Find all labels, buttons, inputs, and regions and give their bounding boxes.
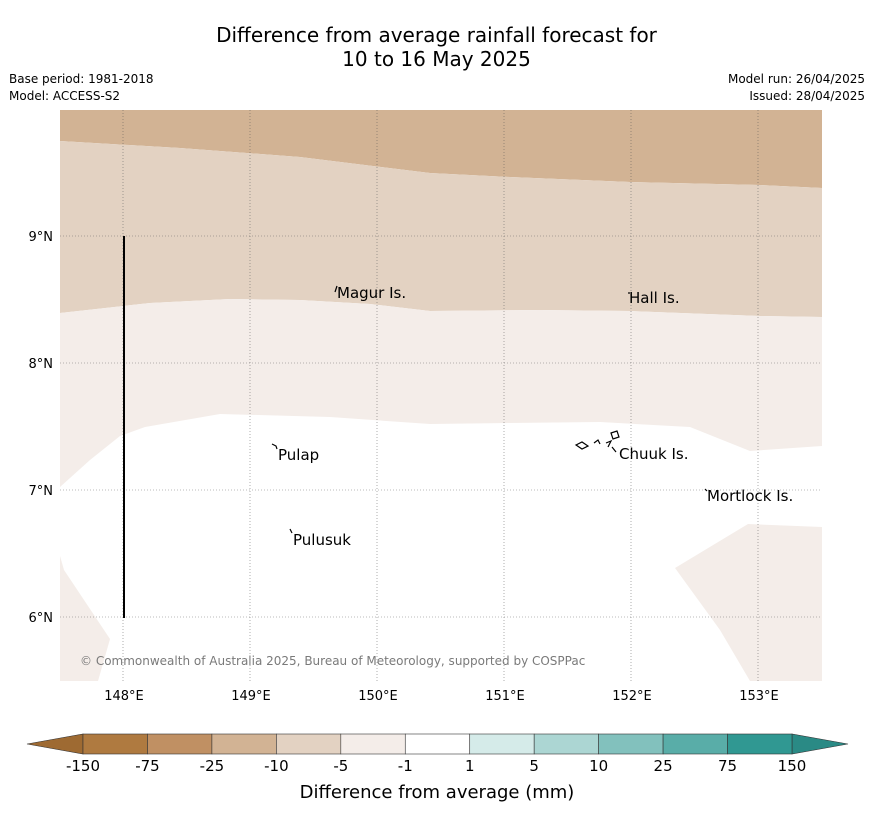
colorbar: -150 -75 -25 -10 -5 -1 1 5 10 25 75 150 xyxy=(26,733,849,775)
patch-south-east xyxy=(675,524,822,681)
pulap-island-shape xyxy=(271,443,278,450)
colorbar-swatch xyxy=(82,733,148,755)
colorbar-swatch xyxy=(404,733,471,755)
colorbar-tick-label: -25 xyxy=(200,757,225,775)
place-label-pulap: Pulap xyxy=(278,446,319,464)
colorbar-swatch xyxy=(469,733,535,755)
chuuk-lagoon-shape-4 xyxy=(610,430,620,440)
lon-tick-153: 153°E xyxy=(739,689,779,704)
copyright-notice: © Commonwealth of Australia 2025, Bureau… xyxy=(80,654,585,668)
lon-tick-151: 151°E xyxy=(485,689,525,704)
colorbar-swatch xyxy=(598,733,664,755)
island-outlines xyxy=(271,285,708,534)
colorbar-tick-label: -5 xyxy=(333,757,348,775)
colorbar-swatch xyxy=(727,733,793,755)
colorbar-tick-label: -10 xyxy=(264,757,289,775)
lon-tick-149: 149°E xyxy=(231,689,271,704)
place-label-hall: Hall Is. xyxy=(629,289,680,307)
graticule xyxy=(60,110,822,681)
lat-tick-8n: 8°N xyxy=(29,357,54,372)
chuuk-lagoon-shape-5 xyxy=(611,446,617,453)
base-period-note: Base period: 1981-2018 xyxy=(9,72,154,86)
colorbar-swatch xyxy=(340,733,406,755)
place-label-magur: Magur Is. xyxy=(337,284,406,302)
place-label-pulusuk: Pulusuk xyxy=(293,531,351,549)
colorbar-tick-label: 10 xyxy=(589,757,608,775)
pulusuk-island-shape xyxy=(289,528,293,534)
patch-south-west xyxy=(60,556,110,681)
colorbar-tick-label: 75 xyxy=(718,757,737,775)
chuuk-lagoon-shape-1 xyxy=(574,441,590,450)
place-label-chuuk: Chuuk Is. xyxy=(619,445,688,463)
issued-note: Issued: 28/04/2025 xyxy=(749,89,865,103)
model-run-note: Model run: 26/04/2025 xyxy=(727,72,865,86)
map-title-line-1: Difference from average rainfall forecas… xyxy=(216,23,657,47)
colorbar-swatch xyxy=(211,733,277,755)
lon-tick-152: 152°E xyxy=(612,689,652,704)
model-note: Model: ACCESS-S2 xyxy=(9,89,121,103)
lat-tick-7n: 7°N xyxy=(29,484,54,499)
mortlock-island-shape xyxy=(704,488,708,492)
colorbar-tick-label: 1 xyxy=(465,757,475,775)
lon-tick-148: 148°E xyxy=(104,689,144,704)
place-label-mortlock: Mortlock Is. xyxy=(707,487,793,505)
chuuk-lagoon-shape-2 xyxy=(593,439,601,445)
chuuk-lagoon-shape-3 xyxy=(605,439,613,448)
colorbar-swatch xyxy=(147,733,213,755)
anomaly-field xyxy=(60,110,822,681)
colorbar-under-arrow xyxy=(26,733,84,755)
colorbar-tick-label: 25 xyxy=(654,757,673,775)
colorbar-swatch xyxy=(533,733,599,755)
colorbar-tick-label: -1 xyxy=(398,757,413,775)
lat-tick-9n: 9°N xyxy=(29,230,54,245)
colorbar-tick-label: -150 xyxy=(66,757,100,775)
colorbar-over-arrow xyxy=(791,733,849,755)
colorbar-tick-label: 5 xyxy=(529,757,539,775)
colorbar-tick-label: 150 xyxy=(778,757,807,775)
lon-tick-150: 150°E xyxy=(358,689,398,704)
colorbar-swatch xyxy=(276,733,342,755)
colorbar-title: Difference from average (mm) xyxy=(300,782,575,803)
band-minus-5-to-minus-1 xyxy=(60,299,822,487)
colorbar-swatch xyxy=(662,733,728,755)
band-minus-10-to-minus-5 xyxy=(60,141,822,317)
map-title-line-2: 10 to 16 May 2025 xyxy=(342,47,531,71)
magur-island-shape xyxy=(334,285,338,293)
band-minus-25-to-minus-10 xyxy=(60,110,822,188)
lat-tick-6n: 6°N xyxy=(29,611,54,626)
colorbar-tick-label: -75 xyxy=(135,757,160,775)
